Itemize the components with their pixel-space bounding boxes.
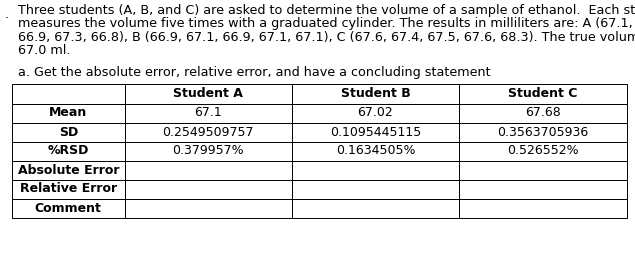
Bar xyxy=(124,180,292,198)
Bar xyxy=(292,198,459,218)
Bar xyxy=(12,84,124,103)
Text: measures the volume five times with a graduated cylinder. The results in millili: measures the volume five times with a gr… xyxy=(18,18,635,31)
Bar xyxy=(12,103,124,123)
Text: Student C: Student C xyxy=(509,87,578,100)
Bar xyxy=(292,180,459,198)
Text: Three students (A, B, and C) are asked to determine the volume of a sample of et: Three students (A, B, and C) are asked t… xyxy=(18,4,635,17)
Text: %RSD: %RSD xyxy=(48,144,89,157)
Bar xyxy=(124,142,292,160)
Text: 0.1095445115: 0.1095445115 xyxy=(330,126,421,139)
Text: 0.1634505%: 0.1634505% xyxy=(336,144,415,157)
Text: 0.2549509757: 0.2549509757 xyxy=(163,126,254,139)
Text: Comment: Comment xyxy=(35,202,102,214)
Bar xyxy=(459,84,627,103)
Bar xyxy=(459,142,627,160)
Bar xyxy=(292,123,459,142)
Text: 66.9, 67.3, 66.8), B (66.9, 67.1, 66.9, 67.1, 67.1), C (67.6, 67.4, 67.5, 67.6, : 66.9, 67.3, 66.8), B (66.9, 67.1, 66.9, … xyxy=(18,31,635,44)
Text: Absolute Error: Absolute Error xyxy=(18,164,119,177)
Bar xyxy=(12,123,124,142)
Bar xyxy=(124,160,292,180)
Bar xyxy=(459,180,627,198)
Text: 67.0 ml.: 67.0 ml. xyxy=(18,44,70,57)
Text: 0.379957%: 0.379957% xyxy=(172,144,244,157)
Bar xyxy=(292,84,459,103)
Text: 0.3563705936: 0.3563705936 xyxy=(497,126,589,139)
Text: .: . xyxy=(5,8,9,21)
Bar xyxy=(124,123,292,142)
Text: a. Get the absolute error, relative error, and have a concluding statement: a. Get the absolute error, relative erro… xyxy=(18,66,491,79)
Text: 67.1: 67.1 xyxy=(194,106,222,119)
Bar xyxy=(292,142,459,160)
Bar xyxy=(124,103,292,123)
Bar xyxy=(12,198,124,218)
Bar xyxy=(459,103,627,123)
Bar xyxy=(12,142,124,160)
Bar xyxy=(12,160,124,180)
Text: SD: SD xyxy=(58,126,78,139)
Bar xyxy=(292,103,459,123)
Text: 0.526552%: 0.526552% xyxy=(507,144,579,157)
Text: Relative Error: Relative Error xyxy=(20,182,117,196)
Text: Mean: Mean xyxy=(49,106,88,119)
Bar xyxy=(124,84,292,103)
Bar xyxy=(459,160,627,180)
Bar xyxy=(124,198,292,218)
Text: Student B: Student B xyxy=(340,87,410,100)
Bar xyxy=(459,123,627,142)
Bar xyxy=(459,198,627,218)
Text: Student A: Student A xyxy=(173,87,243,100)
Bar xyxy=(12,180,124,198)
Text: 67.68: 67.68 xyxy=(525,106,561,119)
Bar xyxy=(292,160,459,180)
Text: 67.02: 67.02 xyxy=(358,106,393,119)
